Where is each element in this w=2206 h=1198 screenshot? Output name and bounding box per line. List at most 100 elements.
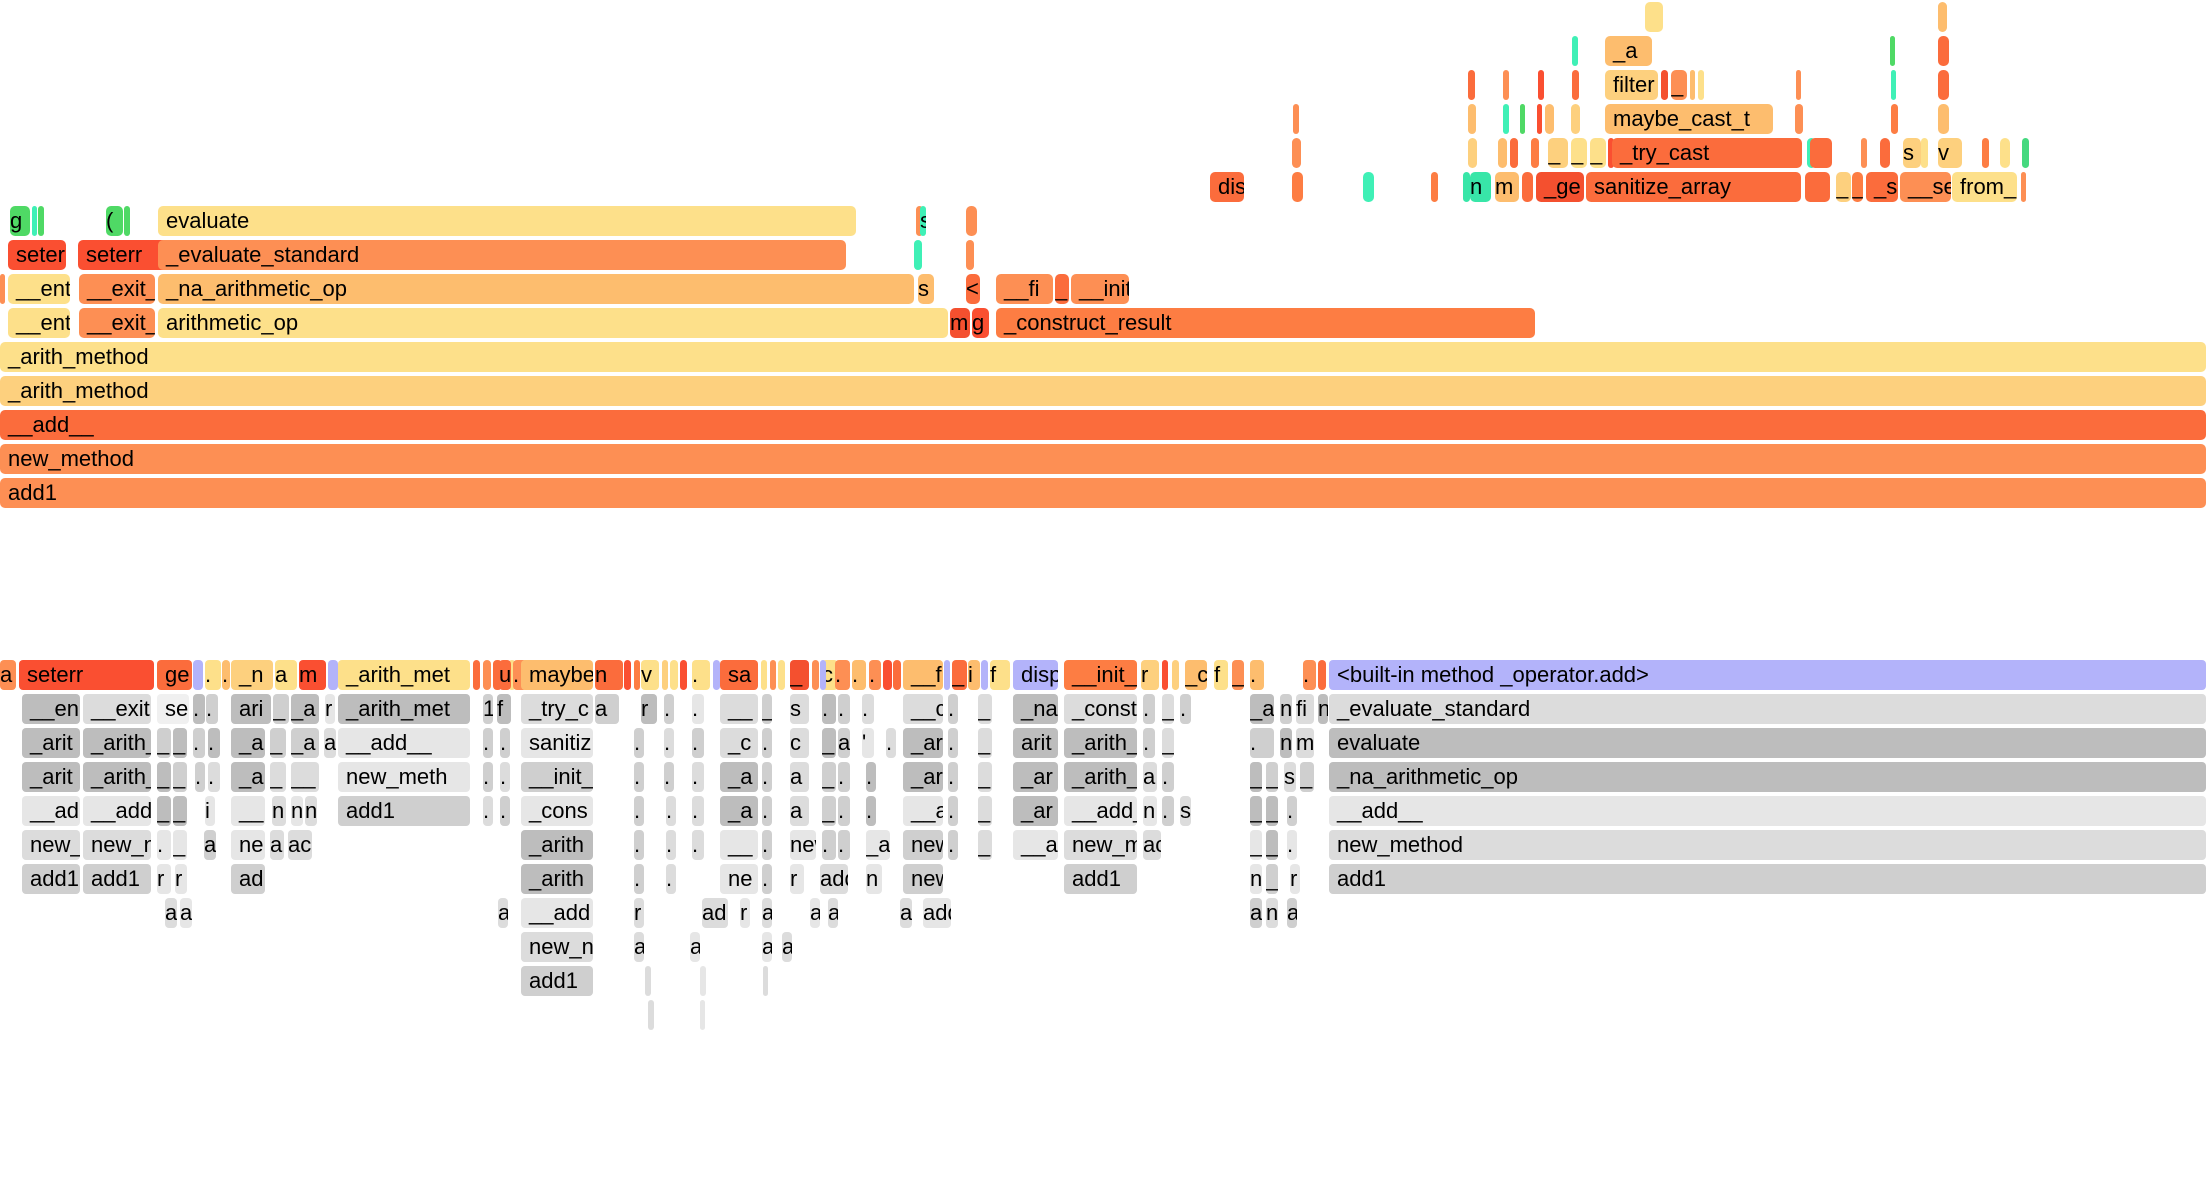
bottom-frame[interactable]: .: [1287, 830, 1297, 860]
top-frame[interactable]: [1938, 104, 1949, 134]
bottom-frame[interactable]: _: [157, 796, 171, 826]
bottom-frame[interactable]: n: [1280, 694, 1292, 724]
top-frame[interactable]: [1537, 104, 1542, 134]
top-frame[interactable]: maybe_cast_t: [1605, 104, 1773, 134]
top-frame[interactable]: _: [1852, 172, 1863, 202]
bottom-frame[interactable]: _: [1162, 728, 1174, 758]
bottom-frame[interactable]: _cons: [521, 796, 593, 826]
bottom-frame[interactable]: [624, 660, 631, 690]
bottom-frame[interactable]: .: [692, 830, 704, 860]
bottom-frame[interactable]: r: [157, 864, 171, 894]
top-frame[interactable]: __exit__: [79, 274, 155, 304]
top-frame[interactable]: [38, 206, 44, 236]
bottom-frame[interactable]: [680, 660, 687, 690]
top-frame[interactable]: <: [966, 274, 980, 304]
bottom-frame[interactable]: ac: [1143, 830, 1161, 860]
bottom-frame[interactable]: a: [324, 728, 336, 758]
bottom-frame[interactable]: .: [206, 694, 218, 724]
top-frame[interactable]: [1805, 172, 1830, 202]
bottom-frame[interactable]: a: [0, 660, 16, 690]
top-frame[interactable]: _a: [1605, 36, 1652, 66]
top-frame[interactable]: disp: [1210, 172, 1244, 202]
bottom-frame[interactable]: new_method: [1329, 830, 2206, 860]
top-frame[interactable]: sanitize_array: [1586, 172, 1801, 202]
bottom-frame[interactable]: [634, 660, 640, 690]
top-frame[interactable]: [1531, 138, 1539, 168]
bottom-frame[interactable]: [483, 660, 491, 690]
bottom-frame[interactable]: se: [157, 694, 189, 724]
bottom-frame[interactable]: .: [948, 830, 958, 860]
bottom-frame[interactable]: .: [500, 796, 510, 826]
bottom-frame[interactable]: .: [1250, 728, 1274, 758]
bottom-frame[interactable]: .: [1303, 660, 1316, 690]
bottom-frame[interactable]: add1: [1329, 864, 2206, 894]
bottom-frame[interactable]: .: [852, 660, 866, 690]
bottom-frame[interactable]: __init_: [1064, 660, 1137, 690]
bottom-frame[interactable]: _: [1250, 830, 1262, 860]
top-frame[interactable]: [2000, 138, 2010, 168]
bottom-frame[interactable]: [763, 966, 768, 996]
bottom-frame[interactable]: _: [978, 694, 992, 724]
top-frame[interactable]: [2021, 172, 2026, 202]
top-frame[interactable]: [1891, 70, 1896, 100]
bottom-frame[interactable]: _c: [1185, 660, 1207, 690]
bottom-frame[interactable]: .: [634, 728, 644, 758]
bottom-frame[interactable]: .: [866, 762, 876, 792]
bottom-frame[interactable]: m: [1296, 728, 1314, 758]
bottom-frame[interactable]: .: [195, 762, 205, 792]
bottom-frame[interactable]: [648, 1000, 654, 1030]
bottom-frame[interactable]: _a: [291, 694, 319, 724]
bottom-frame[interactable]: r: [1141, 660, 1159, 690]
bottom-frame[interactable]: [761, 660, 767, 690]
bottom-frame[interactable]: .: [157, 830, 171, 860]
top-frame[interactable]: _: [1671, 70, 1687, 100]
bottom-frame[interactable]: _: [173, 796, 187, 826]
bottom-frame[interactable]: a: [810, 898, 820, 928]
bottom-frame[interactable]: add1: [83, 864, 151, 894]
bottom-frame[interactable]: .: [634, 830, 644, 860]
bottom-frame[interactable]: .: [692, 762, 704, 792]
bottom-frame[interactable]: new: [903, 830, 943, 860]
top-frame[interactable]: [1921, 138, 1928, 168]
bottom-frame[interactable]: _: [1250, 762, 1262, 792]
top-frame[interactable]: [1468, 70, 1475, 100]
top-frame[interactable]: [1795, 104, 1803, 134]
bottom-frame[interactable]: _na_arithmetic_op: [1329, 762, 2206, 792]
bottom-frame[interactable]: .: [838, 762, 850, 792]
top-frame[interactable]: [1503, 70, 1509, 100]
bottom-frame[interactable]: .: [692, 728, 704, 758]
bottom-frame[interactable]: _const: [1064, 694, 1137, 724]
bottom-frame[interactable]: add1: [22, 864, 80, 894]
bottom-frame[interactable]: .: [1162, 762, 1174, 792]
bottom-frame[interactable]: [328, 660, 338, 690]
bottom-frame[interactable]: _a: [291, 728, 319, 758]
bottom-frame[interactable]: u: [499, 660, 511, 690]
bottom-frame[interactable]: __: [291, 762, 319, 792]
bottom-frame[interactable]: .: [862, 694, 874, 724]
top-frame[interactable]: [124, 206, 130, 236]
bottom-frame[interactable]: add1: [1064, 864, 1137, 894]
bottom-frame[interactable]: [1318, 660, 1326, 690]
bottom-frame[interactable]: a: [762, 898, 772, 928]
bottom-frame[interactable]: __a: [903, 796, 943, 826]
bottom-frame[interactable]: .: [664, 728, 674, 758]
top-frame[interactable]: [1431, 172, 1438, 202]
bottom-frame[interactable]: new_n: [521, 932, 593, 962]
bottom-frame[interactable]: _: [978, 762, 992, 792]
bottom-frame[interactable]: _a: [720, 796, 758, 826]
bottom-frame[interactable]: new_: [22, 830, 80, 860]
bottom-frame[interactable]: _: [1162, 694, 1174, 724]
bottom-frame[interactable]: _arith_: [83, 728, 151, 758]
top-frame[interactable]: s: [918, 274, 934, 304]
bottom-frame[interactable]: __ad: [22, 796, 80, 826]
bottom-frame[interactable]: _a: [1250, 694, 1274, 724]
top-frame[interactable]: [1520, 104, 1525, 134]
bottom-frame[interactable]: _arit: [22, 728, 80, 758]
bottom-frame[interactable]: [193, 660, 203, 690]
bottom-frame[interactable]: .: [838, 830, 850, 860]
bottom-frame[interactable]: r: [175, 864, 187, 894]
bottom-frame[interactable]: .: [666, 830, 676, 860]
bottom-frame[interactable]: __add: [521, 898, 593, 928]
bottom-frame[interactable]: seterr: [19, 660, 154, 690]
top-frame[interactable]: [916, 206, 923, 236]
